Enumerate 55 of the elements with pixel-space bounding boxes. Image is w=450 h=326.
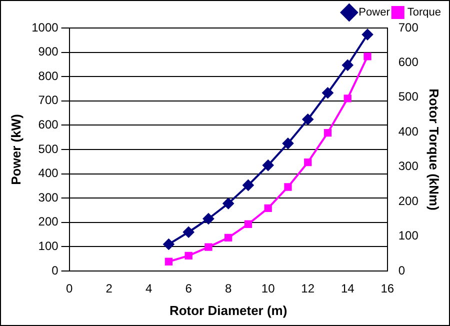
point bbox=[184, 252, 192, 260]
y-tick-label: 800 bbox=[38, 68, 59, 83]
point bbox=[183, 226, 194, 238]
y-tick-label: 300 bbox=[38, 190, 59, 204]
point bbox=[362, 29, 373, 40]
point bbox=[342, 60, 354, 71]
point bbox=[324, 129, 332, 137]
x-tick-label: 14 bbox=[340, 282, 355, 296]
point bbox=[264, 204, 272, 212]
x-tick-label: 0 bbox=[66, 282, 73, 296]
point bbox=[202, 213, 214, 224]
point bbox=[344, 94, 352, 102]
x-tick-label: 4 bbox=[145, 282, 152, 296]
y-tick-label: 0 bbox=[52, 263, 59, 278]
point bbox=[284, 183, 292, 191]
point bbox=[242, 180, 254, 191]
x-tick-label: 12 bbox=[301, 282, 315, 296]
y2-tick-label: 200 bbox=[398, 194, 419, 208]
x-tick-label: 2 bbox=[106, 282, 113, 296]
x-tick-label: 16 bbox=[380, 282, 394, 296]
point bbox=[163, 238, 174, 250]
y2-tick-label: 500 bbox=[398, 90, 419, 104]
x-tick-label: 8 bbox=[224, 282, 232, 296]
point bbox=[224, 234, 232, 242]
point bbox=[304, 158, 312, 166]
legend-label: Power bbox=[358, 6, 390, 19]
y-tick-label: 900 bbox=[38, 44, 59, 59]
y2-tick-label: 100 bbox=[398, 228, 419, 243]
y2-tick-label: 700 bbox=[398, 20, 419, 34]
point bbox=[204, 243, 212, 251]
x-tick-label: 6 bbox=[185, 282, 192, 296]
point bbox=[282, 138, 294, 149]
x-axis-title: Rotor Diameter (m) bbox=[169, 302, 288, 318]
y-tick-label: 500 bbox=[38, 142, 59, 156]
x-tick-label: 10 bbox=[261, 282, 276, 296]
y-axis-title: Power (kW) bbox=[8, 114, 24, 185]
legend-label: Torque bbox=[407, 6, 442, 19]
point bbox=[164, 258, 173, 266]
y-tick-label: 200 bbox=[38, 214, 59, 229]
y2-tick-label: 300 bbox=[398, 159, 419, 174]
point bbox=[322, 87, 334, 98]
y-tick-label: 1000 bbox=[32, 20, 59, 34]
y2-tick-label: 400 bbox=[398, 124, 419, 138]
point bbox=[244, 220, 252, 228]
y2-tick-label: 600 bbox=[398, 55, 419, 70]
y-tick-label: 400 bbox=[38, 166, 59, 180]
y2-tick-label: 0 bbox=[398, 263, 406, 278]
y-tick-label: 600 bbox=[38, 118, 59, 132]
point bbox=[302, 114, 314, 125]
point bbox=[364, 52, 372, 60]
y-tick-label: 100 bbox=[38, 239, 59, 254]
point bbox=[262, 160, 274, 171]
y-tick-label: 700 bbox=[38, 93, 59, 108]
y2-axis-title: Rotor Torque (kNm) bbox=[426, 88, 442, 210]
point bbox=[222, 198, 234, 209]
